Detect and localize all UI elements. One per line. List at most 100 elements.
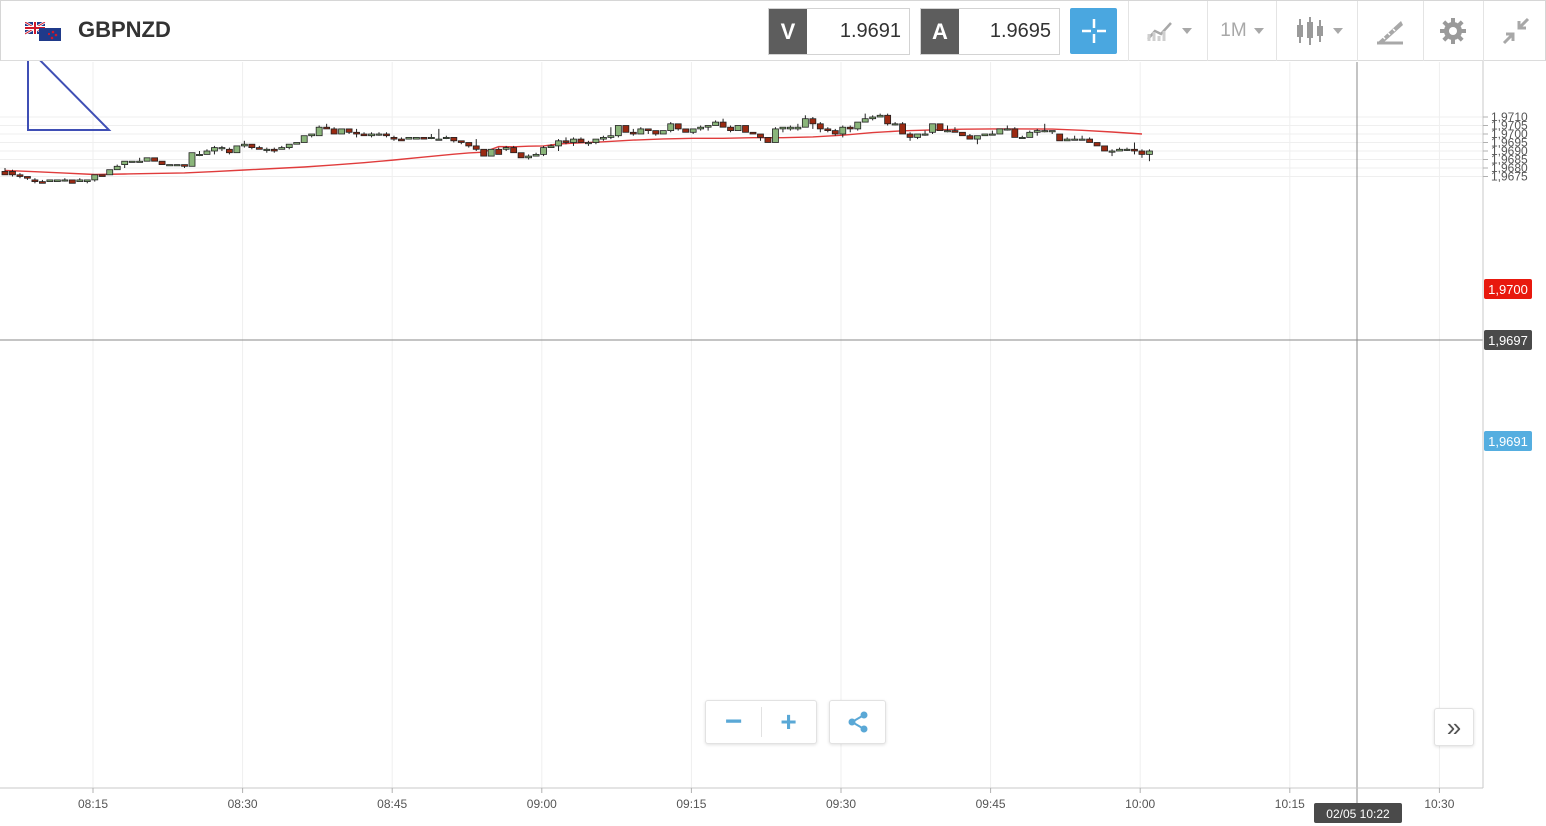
settings-button[interactable] xyxy=(1429,8,1477,54)
candle-body xyxy=(787,126,794,130)
candle xyxy=(390,135,398,141)
crosshair-button[interactable] xyxy=(1070,8,1117,54)
candle-body xyxy=(959,131,966,137)
candle xyxy=(644,128,652,134)
svg-text:02/05 10:22: 02/05 10:22 xyxy=(1326,807,1390,821)
candle xyxy=(435,128,443,141)
candle-body xyxy=(270,148,278,152)
candle-body xyxy=(951,130,959,133)
candle-body xyxy=(1048,130,1056,133)
candle xyxy=(742,125,749,133)
candle xyxy=(1003,125,1011,131)
crosshair-icon xyxy=(1081,19,1106,43)
candle xyxy=(667,122,675,133)
candle xyxy=(1063,137,1071,142)
candle-body xyxy=(435,138,443,141)
candle xyxy=(659,130,667,135)
sell-quote-button[interactable]: V 1.9691 xyxy=(768,8,910,55)
candle xyxy=(76,178,84,182)
buy-price: 1.9695 xyxy=(989,20,1051,42)
candle xyxy=(240,140,248,148)
candle xyxy=(1026,130,1034,138)
candle-body xyxy=(61,179,69,182)
candle-body xyxy=(600,136,607,140)
toolbar-separator xyxy=(1357,1,1358,61)
candle-body xyxy=(487,148,495,157)
candle xyxy=(891,122,899,126)
timeframe-button[interactable]: 1M xyxy=(1213,8,1271,54)
candle xyxy=(787,125,794,131)
price-axis[interactable]: 1,96751,96801,96851,96901,96951,97001,97… xyxy=(1483,110,1528,184)
candle xyxy=(9,169,16,177)
candle-body xyxy=(764,136,772,143)
candle xyxy=(375,132,383,136)
candle-body xyxy=(53,179,61,182)
svg-text:1,9700: 1,9700 xyxy=(1488,282,1528,297)
candle-body xyxy=(525,155,532,159)
candle-body xyxy=(966,135,974,140)
candle xyxy=(1011,127,1019,138)
candle xyxy=(734,125,742,131)
candle xyxy=(652,130,660,136)
y-tick-label: 1,9675 xyxy=(1491,170,1528,184)
candle-body xyxy=(532,153,540,157)
indicators-button[interactable] xyxy=(1137,8,1199,54)
candle xyxy=(166,164,173,167)
collapse-button[interactable] xyxy=(1491,8,1541,54)
chart-type-button[interactable] xyxy=(1285,8,1351,54)
double-chevron-right-icon: » xyxy=(1446,712,1462,742)
drawing-triangle[interactable] xyxy=(27,45,112,131)
candle xyxy=(1056,133,1064,142)
share-icon xyxy=(848,711,867,733)
candle xyxy=(682,128,690,133)
candle xyxy=(412,136,420,140)
time-axis[interactable]: 08:15 08:30 08:45 09:00 09:15 09:30 09:45 10:00… xyxy=(78,788,1455,811)
candle-body xyxy=(360,133,368,137)
candle xyxy=(233,145,241,154)
scroll-to-end-button[interactable]: » xyxy=(1434,708,1474,746)
candle-body xyxy=(151,157,159,162)
candle-body xyxy=(31,179,39,182)
candle xyxy=(869,115,877,121)
candle xyxy=(248,143,256,150)
x-tick-label: 09:30 xyxy=(826,797,856,811)
candle-body xyxy=(405,136,413,140)
x-tick-label: 10:30 xyxy=(1424,797,1454,811)
candle-body xyxy=(831,130,839,135)
y-tick-label: 1,9700 xyxy=(1491,127,1528,141)
candle-body xyxy=(293,142,301,145)
zoom-in-button[interactable]: + xyxy=(761,701,816,743)
candle xyxy=(480,148,488,157)
candle-body xyxy=(929,123,936,133)
candle xyxy=(861,113,869,123)
zoom-out-button[interactable]: − xyxy=(706,701,761,743)
candle-body xyxy=(1078,138,1086,141)
candle xyxy=(173,164,181,167)
candle xyxy=(211,145,218,155)
candle-body xyxy=(876,114,884,118)
candle xyxy=(91,174,99,182)
candle-body xyxy=(540,147,547,155)
candle-body xyxy=(91,174,99,181)
buy-quote-button[interactable]: A 1.9695 xyxy=(920,8,1060,55)
crosshair-price-tag: 1,9697 xyxy=(1484,330,1532,350)
candle xyxy=(1131,142,1138,155)
candle xyxy=(136,157,144,163)
candle-body xyxy=(211,147,218,152)
candle xyxy=(727,125,734,133)
candle xyxy=(547,144,555,148)
candle-body xyxy=(757,133,764,138)
candle xyxy=(1086,137,1093,143)
draw-tools-button[interactable] xyxy=(1363,8,1417,54)
candle xyxy=(697,125,705,131)
candle-body xyxy=(1071,138,1079,141)
candle-body xyxy=(547,145,555,148)
candle xyxy=(405,136,413,140)
candle xyxy=(884,113,892,126)
candle xyxy=(420,136,428,140)
candle xyxy=(308,133,316,138)
candle xyxy=(1048,130,1056,134)
toolbar-separator xyxy=(1207,1,1208,61)
share-button[interactable] xyxy=(829,700,886,744)
